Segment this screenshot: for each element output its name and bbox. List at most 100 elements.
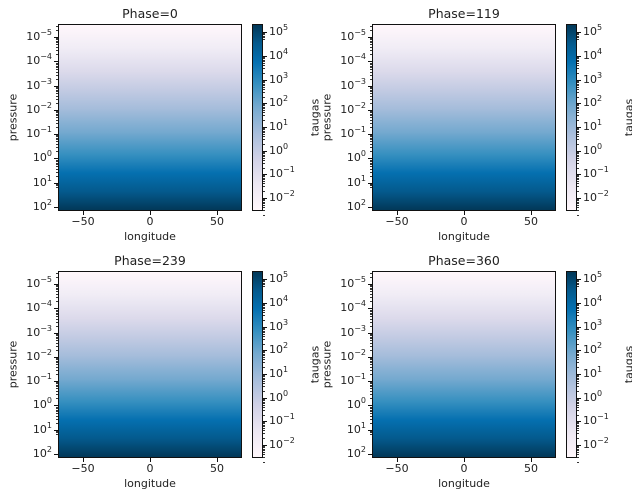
colorbar-minor-tick xyxy=(577,328,579,330)
colorbar-tick-label: 101 xyxy=(269,365,289,380)
colorbar-tick-mark xyxy=(577,56,581,57)
y-minor-tick xyxy=(56,150,58,152)
y-minor-tick xyxy=(370,293,372,295)
colorbar-tick-mark xyxy=(577,127,581,128)
colorbar-minor-tick xyxy=(577,423,579,425)
y-minor-tick xyxy=(56,42,58,44)
y-axis-label: pressure xyxy=(320,340,334,388)
colorbar-minor-tick xyxy=(263,424,265,426)
y-minor-tick xyxy=(370,139,372,141)
colorbar-tick-mark xyxy=(263,303,267,304)
y-minor-tick xyxy=(56,300,58,302)
y-tick-mark xyxy=(54,134,58,135)
y-minor-tick xyxy=(56,136,58,138)
x-axis-label: longitude xyxy=(438,230,490,243)
y-minor-tick xyxy=(56,49,58,51)
x-tick-label: 50 xyxy=(210,462,224,475)
y-axis-label: pressure xyxy=(6,340,20,388)
x-tick-label: 0 xyxy=(460,215,468,228)
y-minor-tick xyxy=(56,146,58,148)
colorbar-minor-tick xyxy=(577,353,579,355)
y-minor-tick xyxy=(370,141,372,143)
y-minor-tick xyxy=(56,139,58,141)
colorbar-minor-tick xyxy=(263,336,265,338)
colorbar-minor-tick xyxy=(577,375,579,377)
y-minor-tick xyxy=(56,276,58,278)
colorbar-minor-tick xyxy=(263,306,265,308)
x-tick-mark xyxy=(83,458,84,462)
colorbar-minor-tick xyxy=(577,61,579,63)
y-minor-tick xyxy=(56,98,58,100)
colorbar-tick-mark xyxy=(263,327,267,328)
y-tick-label: 100 xyxy=(346,396,366,411)
colorbar-minor-tick xyxy=(263,181,265,183)
y-minor-tick xyxy=(370,166,372,168)
colorbar-tick-mark xyxy=(577,174,581,175)
colorbar-minor-tick xyxy=(577,82,579,84)
colorbar-minor-tick xyxy=(263,422,265,424)
x-tick-mark xyxy=(217,458,218,462)
panel-title: Phase=239 xyxy=(114,253,186,268)
y-tick-mark xyxy=(54,158,58,159)
colorbar-minor-tick xyxy=(577,63,579,65)
colorbar-minor-tick xyxy=(263,104,265,106)
colorbar-tick-mark xyxy=(577,398,581,399)
colorbar-minor-tick xyxy=(577,308,579,310)
y-minor-tick xyxy=(56,38,58,40)
y-minor-tick xyxy=(370,386,372,388)
colorbar-minor-tick xyxy=(263,405,265,407)
colorbar-minor-tick xyxy=(577,376,579,378)
y-minor-tick xyxy=(56,87,58,89)
colorbar-minor-tick xyxy=(577,461,579,463)
colorbar-minor-tick xyxy=(577,424,579,426)
y-tick-label: 102 xyxy=(32,445,52,460)
colorbar-tick-mark xyxy=(577,103,581,104)
y-minor-tick xyxy=(370,289,372,291)
y-minor-tick xyxy=(370,168,372,170)
y-minor-tick xyxy=(56,388,58,390)
colorbar-minor-tick xyxy=(577,422,579,424)
colorbar-tick-mark xyxy=(263,174,267,175)
y-tick-label: 10−5 xyxy=(26,275,52,290)
y-minor-tick xyxy=(370,390,372,392)
colorbar-minor-tick xyxy=(577,379,579,381)
colorbar xyxy=(252,24,263,211)
colorbar-minor-tick xyxy=(263,176,265,178)
colorbar-minor-tick xyxy=(577,153,579,155)
x-tick-label: −50 xyxy=(385,215,409,228)
heatmap-plot-area xyxy=(372,24,556,211)
colorbar-minor-tick xyxy=(577,186,579,188)
colorbar-tick-label: 105 xyxy=(583,23,603,38)
colorbar-minor-tick xyxy=(263,105,265,107)
y-minor-tick xyxy=(56,65,58,67)
y-minor-tick xyxy=(370,325,372,327)
y-minor-tick xyxy=(56,46,58,48)
y-tick-mark xyxy=(368,134,372,135)
colorbar-minor-tick xyxy=(263,158,265,160)
colorbar-tick-mark xyxy=(577,303,581,304)
y-tick-label: 101 xyxy=(346,421,366,436)
colorbar-minor-tick xyxy=(577,343,579,345)
y-tick-label: 102 xyxy=(32,198,52,213)
y-minor-tick xyxy=(56,386,58,388)
y-tick-label: 102 xyxy=(346,445,366,460)
y-minor-tick xyxy=(370,432,372,434)
colorbar-minor-tick xyxy=(263,399,265,401)
y-minor-tick xyxy=(370,335,372,337)
y-tick-label: 10−5 xyxy=(26,28,52,43)
y-minor-tick xyxy=(56,115,58,117)
colorbar-minor-tick xyxy=(577,332,579,334)
colorbar-minor-tick xyxy=(577,199,579,201)
colorbar-tick-label: 105 xyxy=(269,270,289,285)
y-minor-tick xyxy=(56,340,58,342)
y-minor-tick xyxy=(370,321,372,323)
colorbar-minor-tick xyxy=(577,83,579,85)
y-minor-tick xyxy=(370,93,372,95)
colorbar-minor-tick xyxy=(577,405,579,407)
y-minor-tick xyxy=(370,342,372,344)
y-minor-tick xyxy=(56,185,58,187)
heatmap-plot-area xyxy=(58,24,242,211)
colorbar-minor-tick xyxy=(577,450,579,452)
colorbar-minor-tick xyxy=(263,190,265,192)
colorbar-minor-tick xyxy=(577,37,579,39)
